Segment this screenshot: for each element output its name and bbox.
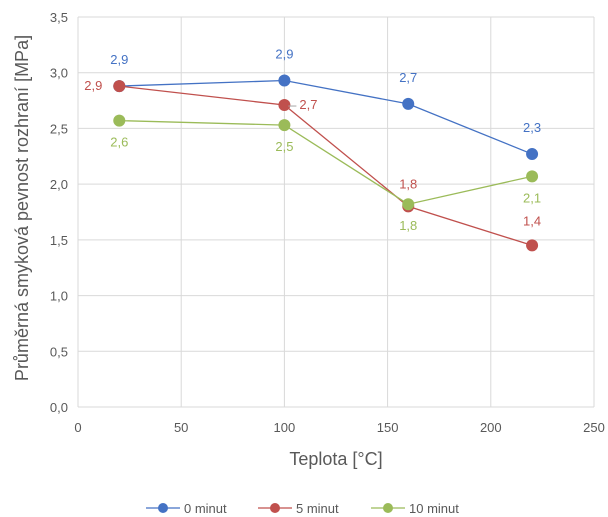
legend: 0 minut 5 minut 10 minut <box>146 501 459 516</box>
series-line <box>119 85 533 247</box>
data-point <box>402 198 415 211</box>
data-label: 1,8 <box>399 176 417 191</box>
data-label: 2,9 <box>110 52 128 67</box>
grid <box>77 16 595 408</box>
x-tick-labels: 0 50 100 150 200 250 <box>74 420 604 435</box>
legend-marker <box>158 503 168 513</box>
series-line <box>119 119 533 205</box>
data-label: 2,9 <box>84 78 102 93</box>
legend-marker <box>270 503 280 513</box>
y-tick-label: 2,0 <box>50 177 68 192</box>
data-label: 2,5 <box>275 139 293 154</box>
data-point <box>113 80 126 93</box>
legend-label: 10 minut <box>409 501 459 516</box>
x-tick-label: 150 <box>377 420 399 435</box>
legend-marker <box>383 503 393 513</box>
y-tick-label: 1,0 <box>50 289 68 304</box>
legend-label: 0 minut <box>184 501 227 516</box>
data-label: 2,7 <box>399 70 417 85</box>
data-point <box>526 170 539 183</box>
x-tick-label: 200 <box>480 420 502 435</box>
data-point <box>278 99 291 112</box>
data-label: 2,3 <box>523 120 541 135</box>
y-tick-label: 3,5 <box>50 10 68 25</box>
data-label: 2,9 <box>275 47 293 62</box>
series-group <box>113 74 539 252</box>
y-tick-label: 2,5 <box>50 121 68 136</box>
y-tick-label: 0,0 <box>50 400 68 415</box>
data-label: 2,6 <box>110 135 128 150</box>
data-label: 2,1 <box>523 190 541 205</box>
data-point <box>402 97 415 110</box>
x-tick-label: 0 <box>74 420 81 435</box>
series-line <box>119 79 533 155</box>
data-point <box>113 114 126 127</box>
y-tick-label: 0,5 <box>50 344 68 359</box>
y-tick-labels: 0,0 0,5 1,0 1,5 2,0 2,5 3,0 3,5 <box>50 10 68 415</box>
x-tick-label: 50 <box>174 420 188 435</box>
y-tick-label: 3,0 <box>50 66 68 81</box>
x-tick-label: 100 <box>274 420 296 435</box>
data-point <box>278 119 291 132</box>
data-label: 1,4 <box>523 213 541 228</box>
y-axis-title: Průměrná smyková pevnost rozhraní [MPa] <box>12 35 32 381</box>
data-point <box>526 148 539 161</box>
x-tick-label: 250 <box>583 420 605 435</box>
data-label: 1,8 <box>399 218 417 233</box>
data-labels: 2,9 2,9 2,7 2,3 2,9 2,7 1,8 1,4 2,6 2,5 1,8 2,1 <box>84 47 541 234</box>
legend-label: 5 minut <box>296 501 339 516</box>
data-point <box>278 74 291 87</box>
x-axis-title: Teplota [°C] <box>289 449 382 469</box>
data-label: 2,7 <box>299 97 317 112</box>
data-point <box>526 239 539 252</box>
y-tick-label: 1,5 <box>50 233 68 248</box>
